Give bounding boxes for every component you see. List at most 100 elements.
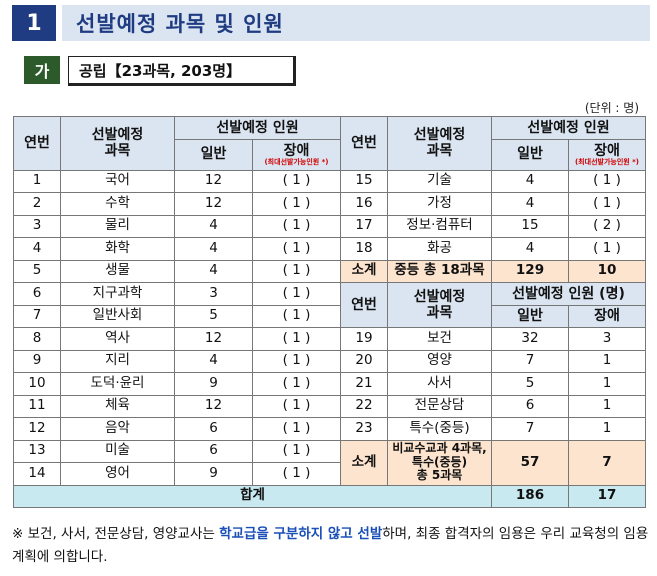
row-disabled: ( 1 )	[252, 169, 341, 193]
row-general: 3	[174, 282, 253, 306]
row-general: 12	[174, 169, 253, 193]
footnote: ※ 보건, 사서, 전문상담, 영양교사는 학교급을 구분하지 않고 선발하며,…	[12, 526, 649, 565]
row-no: 4	[13, 237, 61, 261]
subtotal-label: 소계	[340, 439, 388, 486]
row-general: 6	[174, 439, 253, 463]
row-subject: 생물	[60, 259, 175, 283]
row-disabled: ( 1 )	[252, 394, 341, 418]
row-disabled: 1	[568, 372, 646, 396]
row-no: 18	[340, 237, 388, 261]
row-subject: 화학	[60, 237, 175, 261]
row-general: 4	[174, 214, 253, 238]
row-subject: 지구과학	[60, 282, 175, 306]
row-general: 12	[174, 394, 253, 418]
row-subject: 특수(중등)	[387, 417, 492, 441]
quota-table: 연번 선발예정 과목 선발예정 인원 연번 선발예정 과목 선발예정 인원 일반 장…	[13, 116, 646, 508]
row-disabled: ( 1 )	[252, 259, 341, 283]
table-row: 7 일반사회 5( 1 ) 일반 장애	[13, 304, 646, 328]
row-no: 13	[13, 439, 61, 463]
row-subject: 지리	[60, 349, 175, 373]
header-general-right: 일반	[491, 138, 569, 171]
header-quota-right2: 선발예정 인원 (명)	[491, 282, 646, 306]
row-disabled: ( 1 )	[252, 214, 341, 238]
header-no-right: 연번	[340, 116, 388, 171]
row-general: 7	[491, 417, 569, 441]
row-subject: 정보·컴퓨터	[387, 214, 492, 238]
subsection-label: 가	[24, 56, 60, 84]
row-no: 17	[340, 214, 388, 238]
row-no: 2	[13, 192, 61, 216]
row-subject: 수학	[60, 192, 175, 216]
row-general: 6	[491, 394, 569, 418]
row-no: 14	[13, 462, 61, 486]
row-general: 12	[174, 327, 253, 351]
row-no: 6	[13, 282, 61, 306]
row-subject: 전문상담	[387, 394, 492, 418]
total-general: 186	[491, 484, 569, 508]
row-disabled: ( 1 )	[568, 192, 646, 216]
subtotal-desc: 중등 총 18과목	[387, 259, 492, 283]
row-no: 16	[340, 192, 388, 216]
row-general: 4	[491, 169, 569, 193]
row-general: 4	[174, 237, 253, 261]
table-row: 5 생물 4( 1 ) 소계 중등 총 18과목 129 10	[13, 259, 646, 283]
row-general: 4	[174, 349, 253, 373]
header-subject-right: 선발예정 과목	[387, 116, 492, 171]
row-no: 21	[340, 372, 388, 396]
row-general: 4	[491, 192, 569, 216]
subsection-title: 가 공립【23과목, 203명】	[24, 56, 296, 86]
table-row: 4 화학 4( 1 ) 18 화공 4( 1 )	[13, 237, 646, 261]
row-disabled: ( 1 )	[252, 327, 341, 351]
row-no: 10	[13, 372, 61, 396]
row-disabled: ( 1 )	[252, 304, 341, 328]
table-row: 8 역사 12( 1 ) 19 보건 32 3	[13, 327, 646, 351]
subtotal-disabled: 7	[568, 439, 646, 486]
row-disabled: 1	[568, 394, 646, 418]
row-disabled: ( 1 )	[252, 192, 341, 216]
table-row: 6 지구과학 3( 1 ) 연번 선발예정 과목 선발예정 인원 (명)	[13, 282, 646, 328]
header-disabled-right2: 장애	[568, 304, 646, 328]
row-general: 9	[174, 462, 253, 486]
header-disabled: 장애 (최대선발가능인원 *)	[252, 138, 341, 171]
row-no: 5	[13, 259, 61, 283]
total-disabled: 17	[568, 484, 646, 508]
unit-label: (단위 : 명)	[584, 101, 639, 115]
footnote-highlight: 학교급을 구분하지 않고 선발	[219, 526, 383, 542]
row-subject: 화공	[387, 237, 492, 261]
subtotal-general: 129	[491, 259, 569, 283]
row-subject: 일반사회	[60, 304, 175, 328]
section-title-text: 선발예정 과목 및 인원	[62, 5, 650, 41]
total-row: 합계 186 17	[13, 484, 646, 508]
header-quota: 선발예정 인원	[174, 116, 341, 140]
subsection-text: 공립【23과목, 203명】	[68, 56, 296, 86]
row-disabled: 1	[568, 417, 646, 441]
row-general: 9	[174, 372, 253, 396]
row-disabled: ( 1 )	[252, 462, 341, 486]
row-general: 6	[174, 417, 253, 441]
header-no: 연번	[13, 116, 61, 171]
row-no: 11	[13, 394, 61, 418]
row-no: 15	[340, 169, 388, 193]
total-label: 합계	[13, 484, 492, 508]
row-no: 8	[13, 327, 61, 351]
subtotal-desc: 비교수교과 4과목, 특수(중등) 총 5과목	[387, 439, 492, 486]
row-subject: 물리	[60, 214, 175, 238]
row-disabled: ( 1 )	[252, 439, 341, 463]
row-disabled: ( 1 )	[252, 372, 341, 396]
row-general: 4	[174, 259, 253, 283]
header-general: 일반	[174, 138, 253, 171]
row-general: 15	[491, 214, 569, 238]
row-subject: 미술	[60, 439, 175, 463]
row-disabled: ( 1 )	[568, 169, 646, 193]
row-general: 4	[491, 237, 569, 261]
row-subject: 영어	[60, 462, 175, 486]
table-row: 1 국어 12( 1 ) 15 기술 4( 1 )	[13, 169, 646, 193]
table-row: 3 물리 4( 1 ) 17 정보·컴퓨터 15( 2 )	[13, 214, 646, 238]
row-subject: 기술	[387, 169, 492, 193]
row-general: 32	[491, 327, 569, 351]
table-row: 11 체육 12( 1 ) 22 전문상담 6 1	[13, 394, 646, 418]
row-no: 9	[13, 349, 61, 373]
row-disabled: ( 1 )	[252, 417, 341, 441]
row-subject: 음악	[60, 417, 175, 441]
section-number: 1	[12, 5, 56, 41]
